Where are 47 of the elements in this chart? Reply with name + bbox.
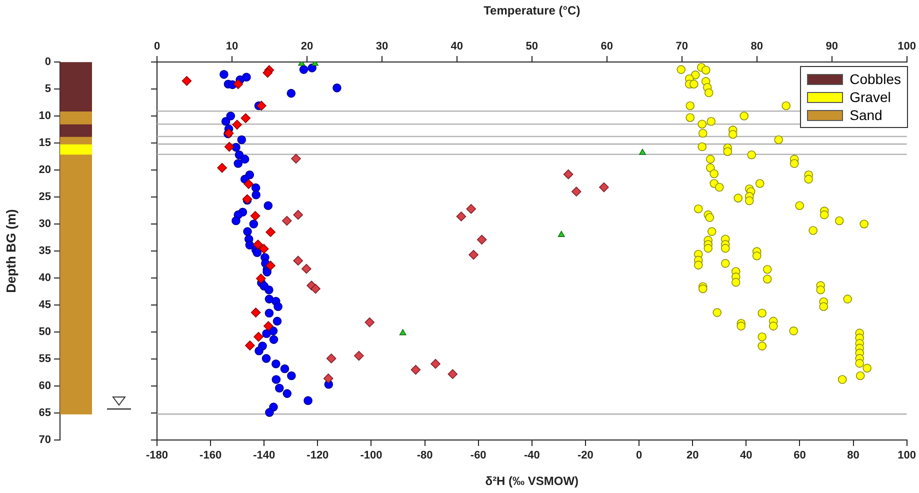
x-tick-label: -160 bbox=[200, 450, 222, 462]
y-tick-label: 15 bbox=[38, 137, 51, 150]
y-tick-label: 70 bbox=[38, 434, 51, 446]
x-tick-label: 100 bbox=[898, 450, 916, 462]
x2-tick-label: 80 bbox=[750, 40, 763, 52]
y-tick-label: 45 bbox=[38, 299, 51, 312]
x-tick-label: -100 bbox=[360, 450, 382, 462]
x-tick-label: -180 bbox=[146, 450, 168, 462]
y-tick-label: 60 bbox=[38, 380, 51, 392]
y-tick-label: 0 bbox=[44, 56, 51, 68]
x2-tick-label: 70 bbox=[676, 40, 688, 52]
x-tick-label: -120 bbox=[306, 450, 329, 462]
x2-tick-label: 20 bbox=[300, 40, 314, 52]
x2-tick-label: 30 bbox=[376, 40, 388, 52]
legend-label: Gravel bbox=[850, 89, 891, 105]
y-tick-label: 30 bbox=[38, 218, 51, 230]
x-tick-label: -60 bbox=[470, 450, 486, 462]
x2-axis-title: Temperature (°C) bbox=[484, 4, 580, 18]
y-axis-title: Depth BG (m) bbox=[3, 209, 18, 293]
y-tick-label: 35 bbox=[38, 245, 51, 258]
y-tick-label: 25 bbox=[38, 191, 51, 204]
x-tick-label: 80 bbox=[847, 450, 860, 462]
x2-tick-label: 90 bbox=[826, 40, 838, 52]
x2-tick-label: 100 bbox=[898, 40, 916, 52]
y-tick-label: 55 bbox=[38, 353, 51, 366]
y-tick-label: 20 bbox=[38, 164, 51, 176]
text: Sand bbox=[850, 107, 882, 123]
x2-tick-label: 40 bbox=[450, 40, 464, 52]
y-tick-label: 50 bbox=[38, 326, 51, 338]
y-tick-label: 10 bbox=[38, 110, 51, 122]
x-axis-title: δ²H (‰ VSMOW) bbox=[485, 474, 579, 488]
x-tick-label: 0 bbox=[636, 450, 642, 462]
y-tick-label: 65 bbox=[38, 407, 51, 420]
legend-label: Cobbles bbox=[850, 71, 901, 87]
x-tick-label: 20 bbox=[686, 450, 699, 462]
x-tick-label: -40 bbox=[524, 450, 540, 462]
y-tick-label: 5 bbox=[44, 83, 51, 96]
x2-tick-label: 60 bbox=[600, 40, 614, 52]
x-tick-label: -80 bbox=[416, 450, 433, 462]
x-tick-label: 40 bbox=[740, 450, 752, 462]
x-tick-label: -140 bbox=[253, 450, 276, 462]
y-tick-label: 40 bbox=[38, 272, 51, 284]
x2-tick-label: 10 bbox=[226, 40, 238, 52]
x2-tick-label: 50 bbox=[526, 40, 538, 52]
x2-tick-label: 0 bbox=[154, 40, 160, 52]
x-tick-label: -20 bbox=[578, 450, 594, 462]
x-tick-label: 60 bbox=[794, 450, 806, 462]
